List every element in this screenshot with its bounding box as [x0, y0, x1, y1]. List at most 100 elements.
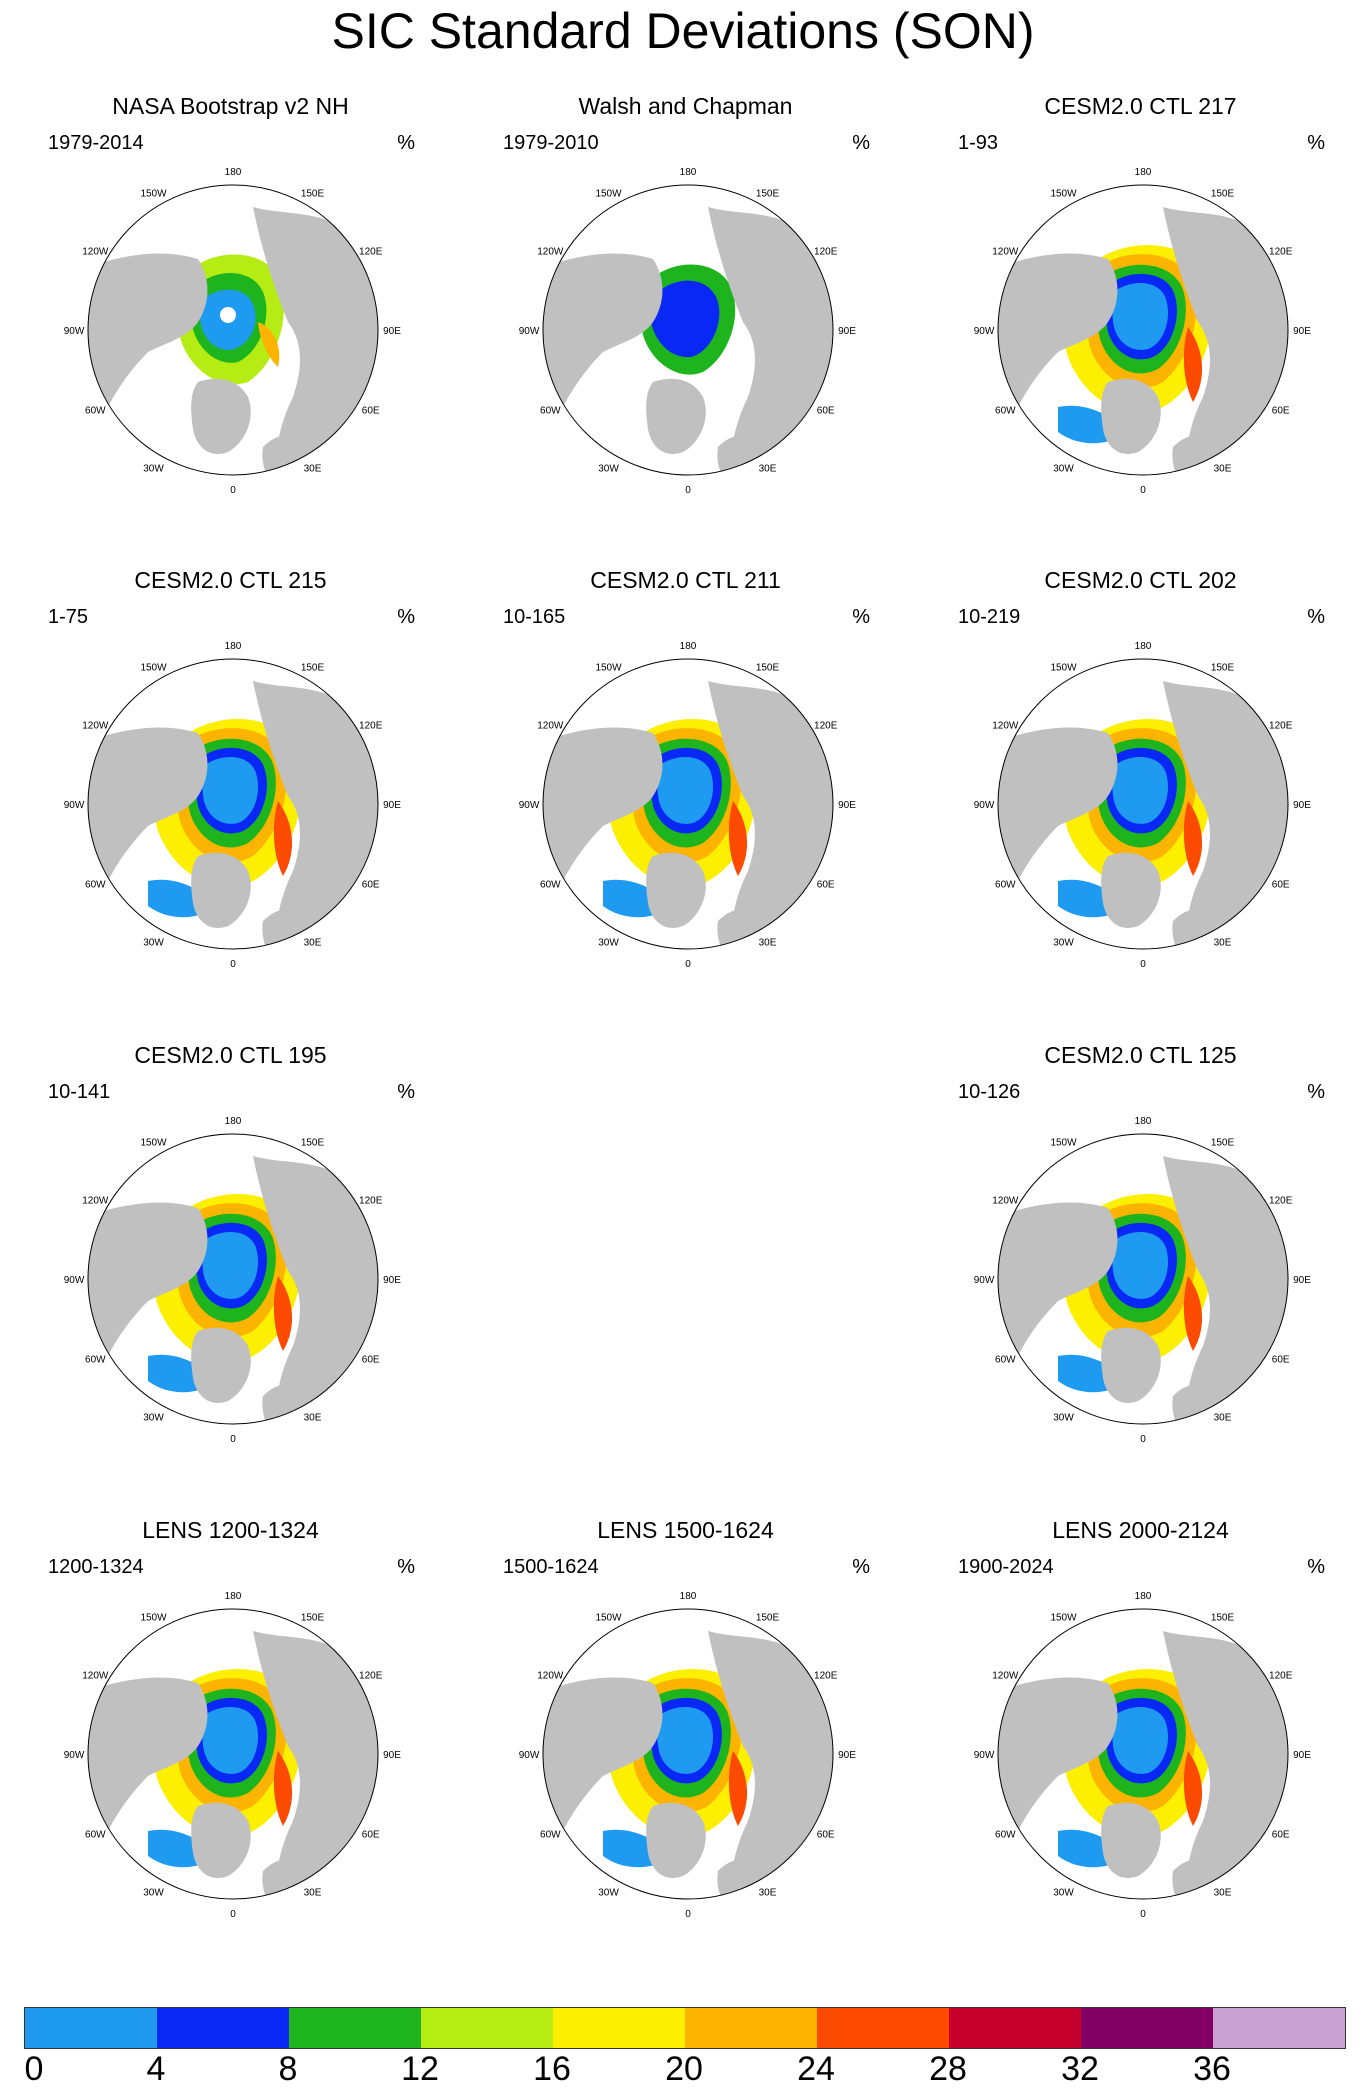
panel-title: CESM2.0 CTL 217: [1044, 93, 1237, 119]
island-land: [594, 311, 612, 323]
longitude-label: 90E: [1293, 326, 1311, 337]
eurasia-land: [1163, 1631, 1288, 1899]
colorbar-swatch: [553, 2008, 685, 2048]
island-land: [152, 1233, 180, 1249]
greenland-land: [646, 1802, 706, 1879]
map-panel-lens-1500: LENS 1500-1624 1500-1624 % 180 150E 120E 90…: [463, 1516, 908, 1981]
sic-contour-0-4: [202, 1232, 258, 1299]
colorbar-swatch: [1081, 2008, 1213, 2048]
island-land: [1078, 1251, 1094, 1261]
island-land: [1056, 330, 1080, 344]
colorbar-swatch: [421, 2008, 553, 2048]
longitude-label: 120W: [992, 247, 1019, 258]
longitude-label: 60W: [995, 1830, 1016, 1841]
longitude-label: 120W: [82, 247, 109, 258]
longitude-label: 180: [680, 167, 697, 178]
longitude-label: 90E: [838, 800, 856, 811]
longitude-label: 120E: [1269, 1196, 1293, 1207]
longitude-label: 30E: [759, 938, 777, 949]
colorbar-label: 20: [665, 2050, 703, 2088]
longitude-label: 150W: [1050, 1137, 1077, 1148]
greenland-land: [1101, 378, 1161, 455]
scandinavia-land: [262, 435, 302, 475]
colorbar-swatch: [817, 2008, 949, 2048]
map-panel-lens-2000: LENS 2000-2124 1900-2024 % 180 150E 120E 90…: [918, 1516, 1363, 1981]
map-panel-lens-1200: LENS 1200-1324 1200-1324 % 180 150E 120E 90…: [8, 1516, 453, 1981]
sic-contour-0-4: [657, 757, 713, 824]
longitude-label: 90E: [383, 1275, 401, 1286]
panel-period: 1979-2010: [503, 132, 599, 154]
sic-contour-24-28: [728, 1751, 748, 1826]
longitude-label: 60W: [995, 1355, 1016, 1366]
panel-period: 10-126: [958, 1081, 1021, 1103]
landmasses: [88, 681, 378, 949]
longitude-label: 60W: [85, 1355, 106, 1366]
island-land: [594, 1735, 612, 1747]
longitude-label: 150W: [140, 662, 167, 673]
island-land: [130, 766, 146, 776]
longitude-label: 60E: [817, 1830, 835, 1841]
island-land: [585, 1716, 601, 1726]
longitude-label: 30W: [598, 1888, 619, 1899]
scandinavia-land: [717, 435, 757, 475]
longitude-label: 150E: [301, 1612, 325, 1623]
greenland-land: [191, 1327, 251, 1404]
longitude-label: 150W: [595, 188, 622, 199]
polar-map: 180 150E 120E 90E 60E 30E 0 30W 60W 90W 120W 150W: [64, 167, 402, 496]
island-land: [607, 758, 635, 774]
longitude-label: 150E: [1211, 1612, 1235, 1623]
eurasia-land: [253, 207, 378, 475]
island-land: [607, 1708, 635, 1724]
longitude-label: 0: [230, 1434, 236, 1445]
map-panel-walsh-chapman: Walsh and Chapman 1979-2010 % 180 150E 120…: [463, 92, 908, 557]
longitude-label: 90E: [383, 800, 401, 811]
longitude-label: 60E: [362, 880, 380, 891]
island-land: [146, 1754, 170, 1768]
map-panel-cesm-125: CESM2.0 CTL 125 10-126 % 180 150E 120E 90E 6…: [918, 1041, 1363, 1506]
landmasses: [543, 1631, 833, 1899]
sic-contour-24-28: [728, 801, 748, 876]
island-land: [139, 785, 157, 797]
island-land: [130, 292, 146, 302]
panel-period: 10-165: [503, 606, 566, 628]
sic-contour-0-4: [1112, 1232, 1168, 1299]
colorbar-label: 0: [24, 2050, 44, 2088]
panel-period: 1-93: [958, 132, 999, 154]
panel-unit: %: [1307, 132, 1325, 154]
longitude-label: 120W: [82, 1196, 109, 1207]
scandinavia-land: [262, 1384, 302, 1424]
eurasia-land: [1163, 1156, 1288, 1424]
longitude-label: 60E: [817, 406, 835, 417]
eurasia-land: [708, 207, 833, 475]
colorbar-swatch: [1213, 2008, 1345, 2048]
island-land: [173, 271, 193, 283]
longitude-label: 150E: [301, 1137, 325, 1148]
map-panel-cesm-195: CESM2.0 CTL 195 10-141 % 180 150E 120E 90E 6…: [8, 1041, 453, 1506]
longitude-label: 0: [1140, 1434, 1146, 1445]
longitude-label: 180: [1135, 641, 1152, 652]
sic-contour-0-4: [202, 757, 258, 824]
greenland-land: [1101, 852, 1161, 929]
longitude-label: 180: [225, 1116, 242, 1127]
island-land: [623, 302, 639, 312]
map-panel-nasa-bootstrap: NASA Bootstrap v2 NH 1979-2014 % 180 150E…: [8, 92, 453, 557]
island-land: [1078, 302, 1094, 312]
sic-field: [583, 1668, 757, 1868]
landmasses: [998, 681, 1288, 949]
scandinavia-land: [717, 1859, 757, 1899]
sic-contour-24-28: [273, 1751, 293, 1826]
longitude-label: 120E: [1269, 247, 1293, 258]
longitude-label: 90W: [519, 1750, 540, 1761]
longitude-label: 150W: [140, 188, 167, 199]
longitude-label: 150W: [1050, 1612, 1077, 1623]
longitude-label: 30W: [598, 464, 619, 475]
longitude-label: 30E: [1214, 938, 1232, 949]
island-land: [1078, 1726, 1094, 1736]
longitude-label: 120W: [537, 721, 564, 732]
longitude-label: 90W: [64, 1275, 85, 1286]
longitude-label: 60E: [1272, 880, 1290, 891]
colorbar-labels: 0 4 8 12 16 20 24 28 32 36: [0, 2050, 1366, 2088]
sic-contour-20-24: [258, 322, 280, 367]
sic-contour-24-28: [273, 1276, 293, 1351]
sic-field: [123, 254, 284, 385]
